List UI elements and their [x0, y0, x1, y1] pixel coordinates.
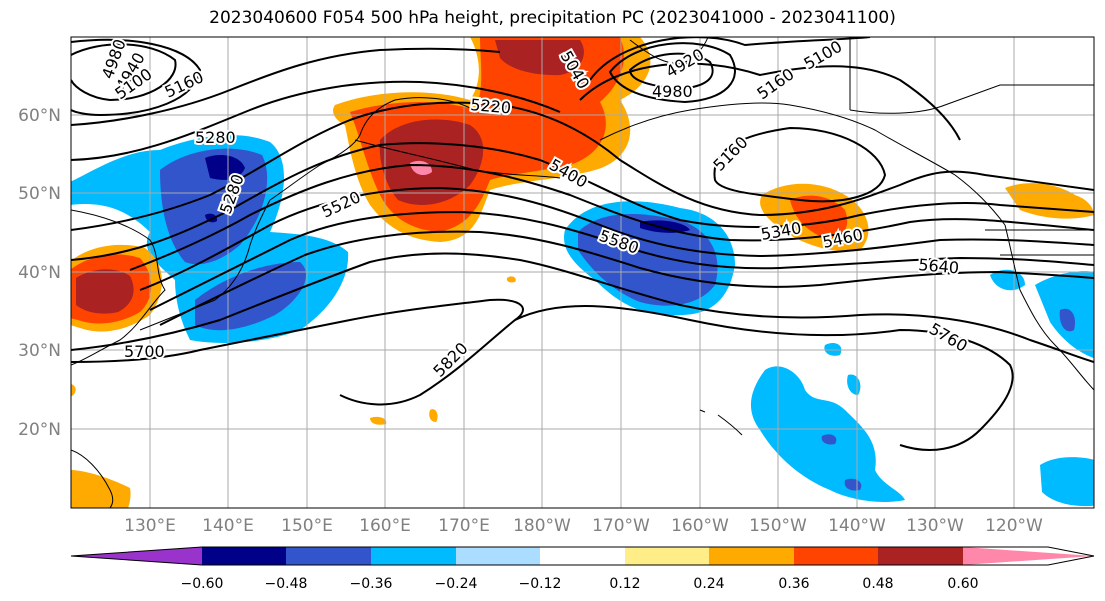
colorbar-swatch: [71, 547, 202, 565]
lon-label: 130°W: [906, 516, 964, 536]
colorbar-swatch: [371, 547, 456, 565]
contour-label: 5220: [470, 95, 512, 117]
map-title: 2023040600 F054 500 hPa height, precipit…: [209, 8, 896, 28]
colorbar-swatch: [456, 547, 540, 565]
precip-region-negative-core: [821, 434, 837, 445]
colorbar-swatch: [794, 547, 878, 565]
precip-region-positive-max: [379, 119, 484, 205]
precip-region-negative-core: [195, 262, 306, 331]
precip-region-positive: [71, 470, 131, 508]
map-panel: 4980 4940 5100 5160 5280 5280 5220 5040 …: [71, 37, 1094, 508]
colorbar-label: −0.60: [181, 576, 224, 592]
lon-label: 150°W: [749, 516, 807, 536]
lon-label: 180°W: [513, 516, 571, 536]
colorbar-swatches: [70, 546, 1095, 566]
lat-label: 40°N: [18, 263, 61, 283]
colorbar-label: 0.48: [862, 576, 893, 592]
precip-region-negative-core: [1059, 308, 1076, 332]
contour-label: 4980: [652, 82, 693, 101]
colorbar-swatch: [286, 547, 371, 565]
precip-region-positive-max: [76, 269, 134, 314]
colorbar-label: 0.12: [609, 576, 640, 592]
lat-label: 20°N: [18, 420, 61, 440]
colorbar-swatch: [709, 547, 794, 565]
map-frame: [70, 36, 1095, 509]
lat-label: 50°N: [18, 184, 61, 204]
contour-label: 5640: [918, 255, 960, 277]
precip-region-positive-max: [495, 40, 584, 76]
precip-region-positive: [370, 416, 387, 425]
lat-label: 30°N: [18, 341, 61, 361]
colorbar: −0.60 −0.48 −0.36 −0.24 −0.12 0.12 0.24 …: [70, 546, 1095, 592]
lat-label: 60°N: [18, 106, 61, 126]
colorbar-swatch: [625, 547, 709, 565]
latitude-labels: 60°N 50°N 40°N 30°N 20°N: [18, 106, 61, 440]
longitude-labels: 130°E 140°E 150°E 160°E 170°E 180°W 170°…: [124, 516, 1043, 536]
colorbar-label: 0.36: [778, 576, 809, 592]
colorbar-swatch: [202, 547, 286, 565]
precip-region-positive: [71, 384, 76, 396]
colorbar-swatch: [878, 547, 963, 565]
lon-label: 140°W: [828, 516, 886, 536]
colorbar-label: −0.12: [519, 576, 562, 592]
precip-region-negative-max: [205, 155, 245, 180]
precip-region-negative: [1040, 457, 1094, 507]
lon-label: 120°W: [985, 516, 1043, 536]
lon-label: 150°E: [281, 516, 333, 536]
contour-label: 5700: [124, 342, 165, 361]
lon-label: 170°E: [438, 516, 490, 536]
colorbar-swatch: [963, 547, 1094, 565]
lon-label: 160°E: [359, 516, 411, 536]
precip-region-negative: [750, 366, 905, 502]
graticule: [71, 37, 1094, 508]
precip-region-negative-max: [640, 220, 690, 233]
colorbar-labels: −0.60 −0.48 −0.36 −0.24 −0.12 0.12 0.24 …: [181, 576, 979, 592]
precip-region-negative: [824, 343, 842, 356]
colorbar-label: −0.36: [350, 576, 393, 592]
lon-label: 160°W: [671, 516, 729, 536]
colorbar-label: −0.24: [435, 576, 478, 592]
lon-label: 140°E: [202, 516, 254, 536]
precip-region-positive: [429, 409, 438, 422]
colorbar-label: −0.48: [265, 576, 308, 592]
coastlines: [71, 37, 1094, 508]
height-contours: [71, 37, 1094, 451]
colorbar-outline: [70, 546, 1095, 566]
precip-region-negative-core: [578, 213, 718, 306]
precip-region-positive: [506, 276, 516, 283]
contour-label: 5280: [195, 128, 236, 147]
colorbar-label: 0.24: [693, 576, 724, 592]
colorbar-swatch: [540, 547, 625, 565]
colorbar-label: 0.60: [947, 576, 978, 592]
lon-label: 170°W: [592, 516, 650, 536]
lon-label: 130°E: [124, 516, 176, 536]
precip-anomaly-fills: [71, 37, 1094, 508]
